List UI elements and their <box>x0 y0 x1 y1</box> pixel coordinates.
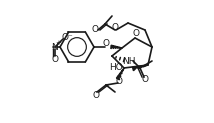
Text: O: O <box>141 76 149 85</box>
Text: NH: NH <box>122 56 136 66</box>
Text: O: O <box>116 77 122 86</box>
Text: N: N <box>52 43 58 52</box>
Text: O: O <box>52 55 58 64</box>
Text: O: O <box>92 24 98 33</box>
Polygon shape <box>111 45 122 49</box>
Text: HO: HO <box>109 63 123 72</box>
Text: O: O <box>132 30 140 38</box>
Text: +: + <box>55 40 61 46</box>
Text: O: O <box>103 39 110 48</box>
Polygon shape <box>116 68 124 80</box>
Polygon shape <box>132 65 148 71</box>
Text: O⁻: O⁻ <box>61 32 73 41</box>
Text: O: O <box>111 23 119 31</box>
Text: O: O <box>92 91 100 100</box>
